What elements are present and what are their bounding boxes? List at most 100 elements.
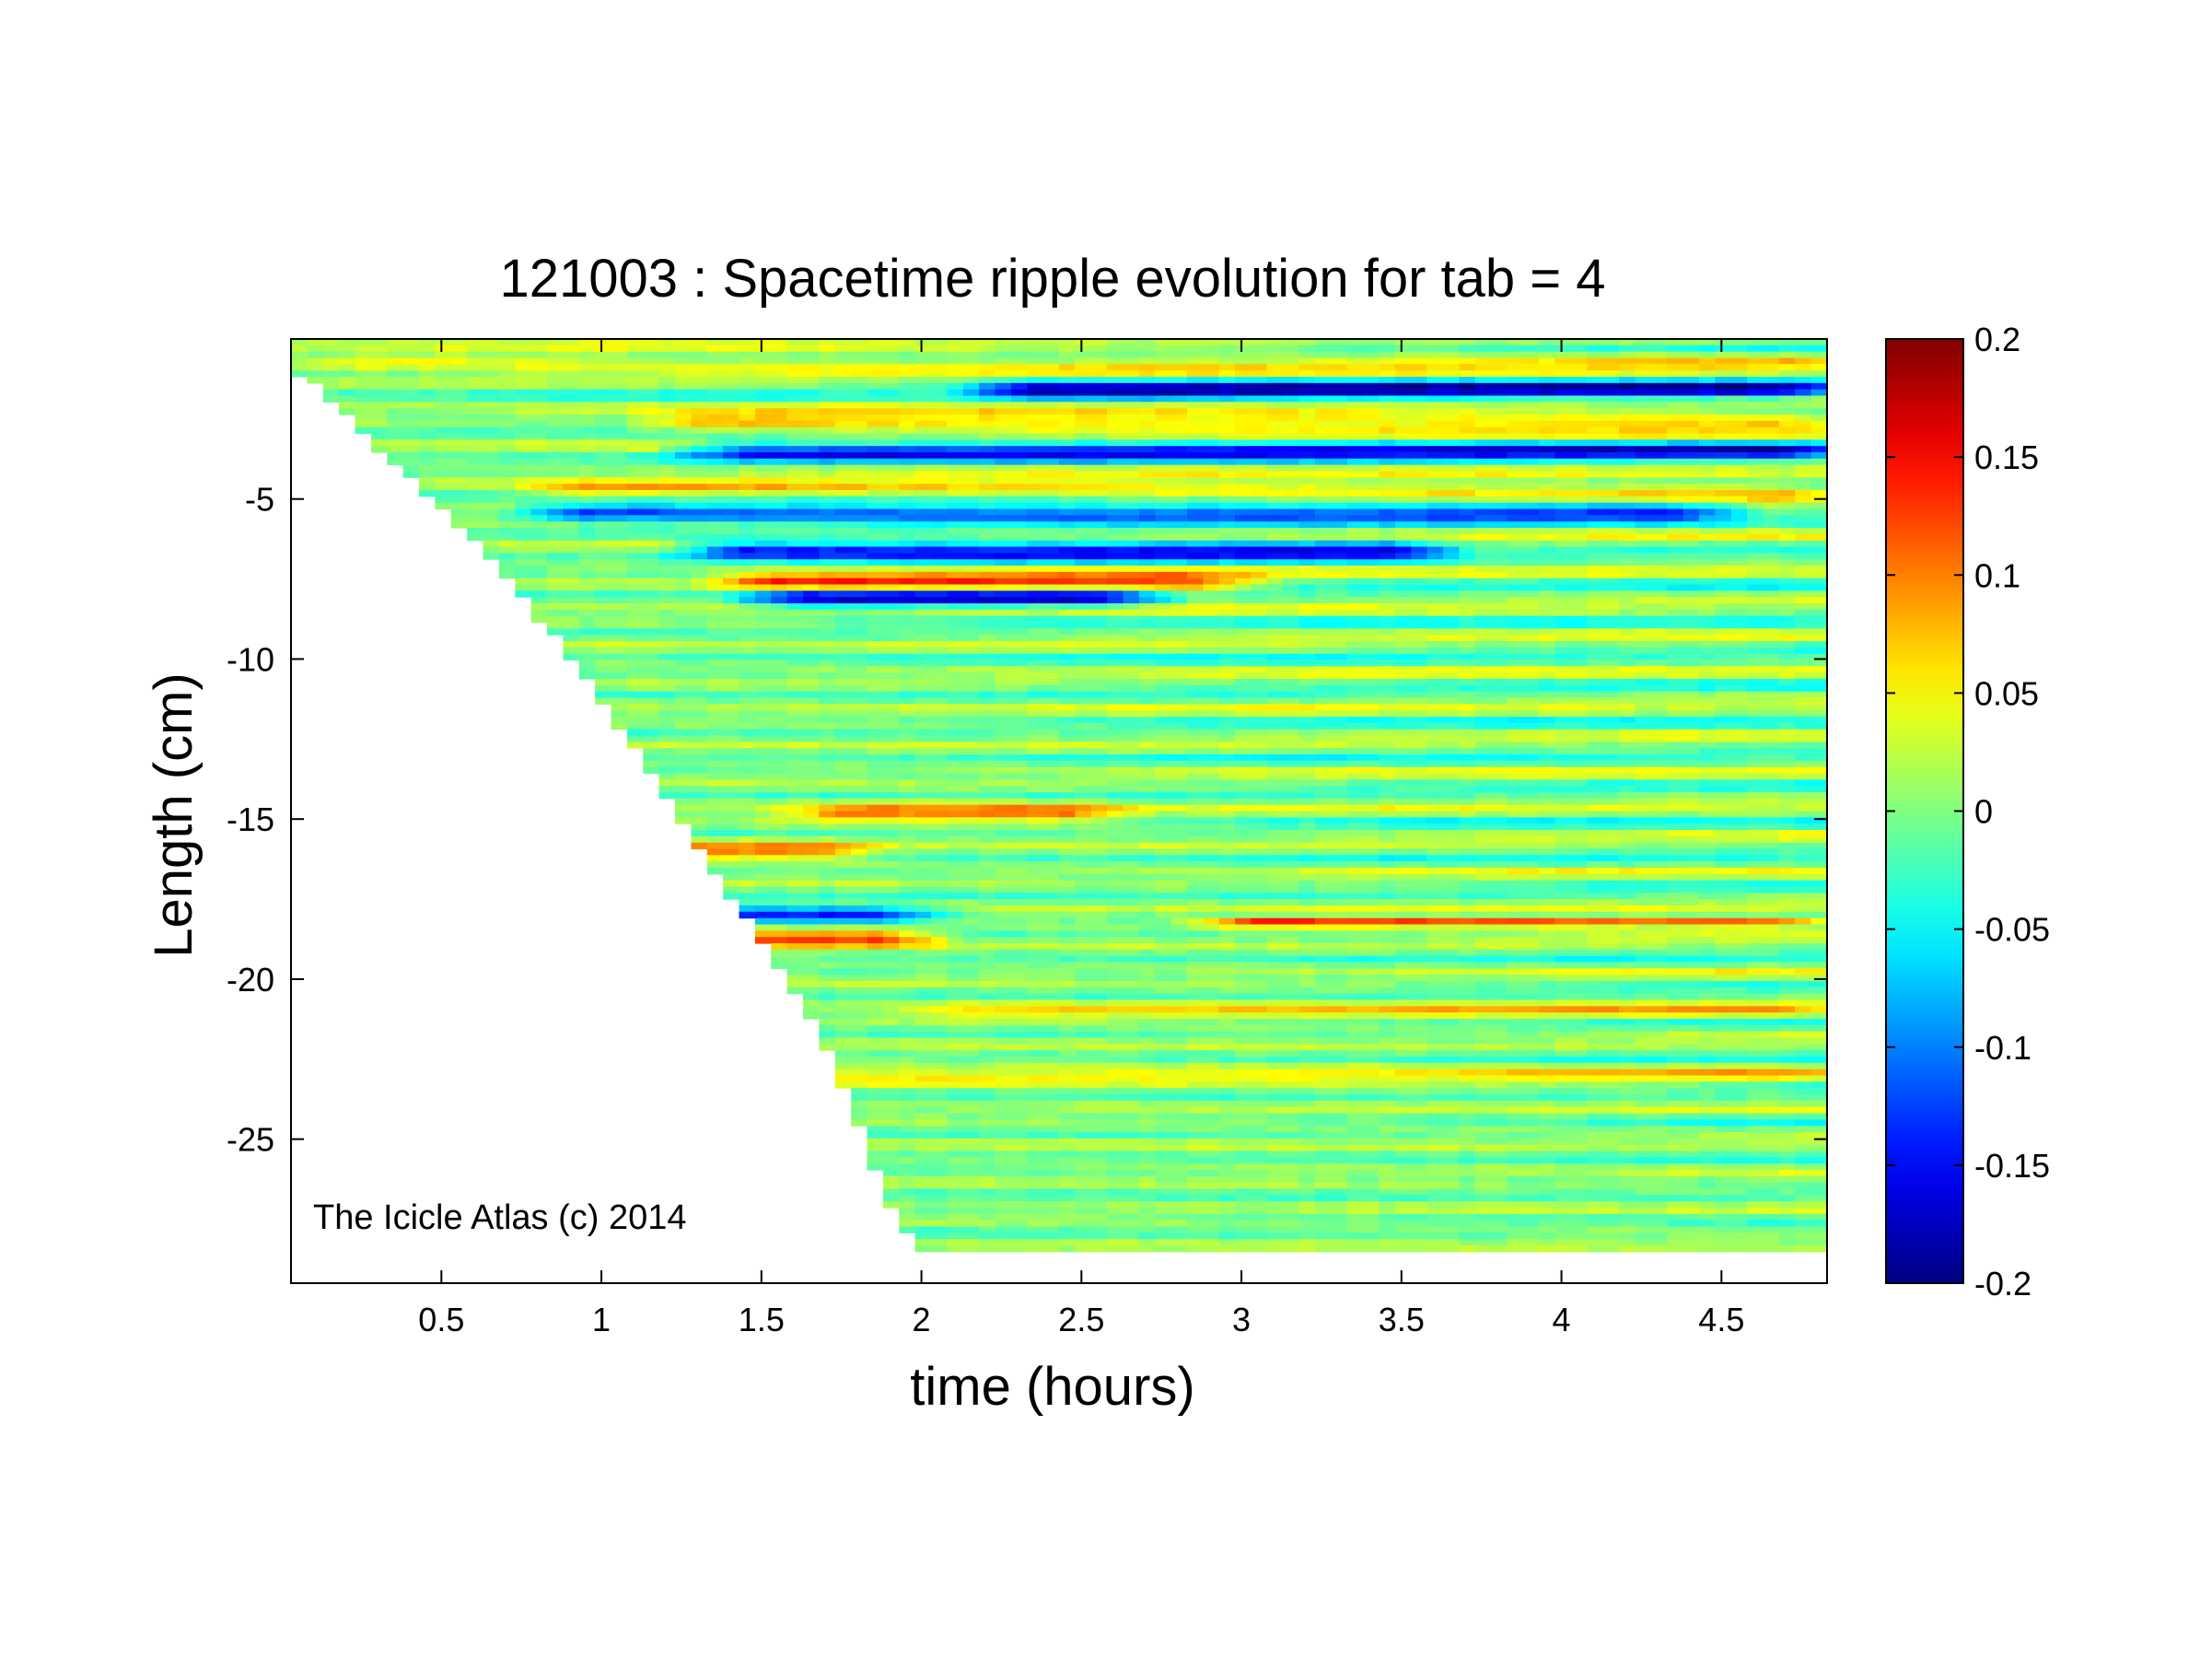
heatmap-cell	[931, 1031, 948, 1039]
heatmap-cell	[771, 773, 788, 780]
heatmap-cell	[1010, 458, 1028, 466]
heatmap-cell	[851, 1050, 868, 1057]
heatmap-cell	[867, 408, 884, 415]
heatmap-cell	[515, 364, 532, 371]
heatmap-cell	[851, 779, 868, 787]
heatmap-cell	[914, 760, 932, 768]
heatmap-cell	[882, 1075, 900, 1082]
heatmap-cell	[1090, 1138, 1108, 1146]
heatmap-cell	[483, 446, 500, 453]
heatmap-cell	[786, 622, 804, 629]
heatmap-cell	[626, 439, 644, 447]
heatmap-cell	[1042, 496, 1060, 504]
heatmap-cell	[882, 415, 900, 422]
heatmap-cell	[658, 420, 676, 428]
heatmap-cell	[723, 521, 740, 529]
heatmap-cell	[851, 1069, 868, 1077]
heatmap-cell	[1075, 704, 1092, 711]
heatmap-cell	[723, 868, 740, 875]
heatmap-cell	[1010, 590, 1028, 598]
heatmap-cell	[1107, 471, 1124, 478]
heatmap-cell	[947, 1094, 964, 1102]
heatmap-cell	[995, 1239, 1012, 1246]
heatmap-cell	[962, 370, 980, 378]
heatmap-cell	[947, 464, 964, 473]
heatmap-cell	[675, 415, 692, 422]
heatmap-cell	[914, 597, 932, 604]
heatmap-cell	[931, 1024, 948, 1033]
heatmap-cell	[1090, 515, 1108, 522]
heatmap-cell	[1170, 490, 1188, 497]
heatmap-cell	[658, 553, 676, 560]
heatmap-cell	[754, 597, 772, 604]
heatmap-cell	[819, 722, 836, 730]
heatmap-cell	[867, 1094, 884, 1102]
heatmap-cell	[754, 490, 772, 497]
heatmap-cell	[771, 484, 788, 491]
heatmap-cell	[979, 496, 996, 504]
heatmap-cell	[658, 439, 676, 447]
heatmap-cell	[1170, 868, 1188, 875]
heatmap-cell	[771, 679, 788, 686]
heatmap-cell	[1059, 817, 1076, 824]
heatmap-cell	[1010, 1226, 1028, 1233]
heatmap-cell	[1042, 704, 1060, 711]
heatmap-cell	[962, 924, 980, 931]
heatmap-cell	[771, 420, 788, 428]
heatmap-cell	[995, 1233, 1012, 1240]
heatmap-cell	[819, 717, 836, 724]
heatmap-cell	[675, 641, 692, 648]
heatmap-cell	[786, 484, 804, 491]
heatmap-cell	[995, 848, 1012, 856]
heatmap-cell	[578, 490, 596, 497]
heatmap-cell	[931, 660, 948, 667]
heatmap-cell	[834, 1081, 852, 1089]
heatmap-cell	[851, 1037, 868, 1045]
heatmap-cell	[675, 704, 692, 711]
heatmap-cell	[675, 484, 692, 491]
heatmap-cell	[1042, 515, 1060, 522]
heatmap-cell	[754, 420, 772, 428]
heatmap-cell	[979, 993, 996, 1001]
heatmap-cell	[1090, 861, 1108, 869]
heatmap-cell	[995, 1062, 1012, 1070]
heatmap-cell	[1027, 1138, 1044, 1146]
heatmap-cell	[979, 1050, 996, 1057]
heatmap-cell	[1107, 546, 1124, 554]
heatmap-cell	[834, 647, 852, 655]
heatmap-cell	[754, 395, 772, 403]
heatmap-cell	[658, 779, 676, 787]
heatmap-cell	[1075, 824, 1092, 831]
heatmap-cell	[706, 559, 724, 567]
heatmap-cell	[1010, 1050, 1028, 1057]
heatmap-cell	[1155, 377, 1172, 384]
heatmap-cell	[979, 924, 996, 931]
heatmap-cell	[882, 622, 900, 629]
heatmap-cell	[803, 962, 820, 969]
heatmap-cell	[754, 426, 772, 435]
heatmap-cell	[547, 502, 564, 510]
heatmap-cell	[882, 559, 900, 567]
heatmap-cell	[1138, 540, 1156, 548]
heatmap-cell	[1075, 943, 1092, 951]
heatmap-cell	[851, 635, 868, 642]
heatmap-cell	[611, 578, 628, 586]
heatmap-cell	[530, 420, 548, 428]
heatmap-cell	[867, 628, 884, 636]
heatmap-cell	[754, 471, 772, 478]
heatmap-cell	[658, 471, 676, 478]
heatmap-cell	[706, 345, 724, 353]
heatmap-cell	[1123, 1132, 1140, 1139]
heatmap-cell	[498, 533, 516, 542]
heatmap-cell	[834, 893, 852, 900]
heatmap-cell	[658, 389, 676, 397]
heatmap-cell	[834, 691, 852, 699]
heatmap-cell	[947, 1119, 964, 1127]
heatmap-cell	[931, 628, 948, 636]
heatmap-cell	[595, 540, 612, 548]
heatmap-cell	[931, 1163, 948, 1171]
heatmap-cell	[626, 377, 644, 384]
heatmap-cell	[899, 628, 916, 636]
heatmap-cell	[1155, 402, 1172, 409]
heatmap-cell	[1075, 905, 1092, 913]
